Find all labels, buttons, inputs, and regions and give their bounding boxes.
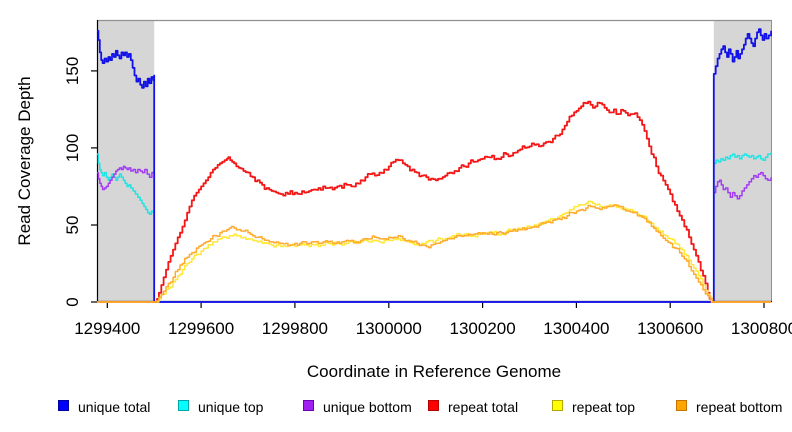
shaded-region <box>97 20 155 302</box>
legend-label: repeat top <box>572 398 636 415</box>
legend-swatch-icon <box>303 400 314 412</box>
legend-label: unique bottom <box>323 398 412 415</box>
legend-label: unique total <box>78 398 151 415</box>
x-tick-label: 1300400 <box>543 319 609 338</box>
plot-area: 1299400 1299600 1299800 1300000 1300200 13004… <box>63 19 792 338</box>
legend-swatch-icon <box>552 400 563 412</box>
x-tick-label: 1299400 <box>74 319 140 338</box>
x-tick-label: 1299600 <box>168 319 234 338</box>
legend-label: unique top <box>198 398 264 415</box>
y-axis-label: Read Coverage Depth <box>15 76 34 245</box>
legend-item-repeat-total: repeat total <box>428 398 518 416</box>
legend-swatch-icon <box>676 400 687 412</box>
legend: unique total unique top unique bottom repea… <box>0 398 792 422</box>
y-tick-label: 0 <box>63 297 82 306</box>
y-tick-label: 100 <box>63 134 82 162</box>
x-tick-label: 1300800 <box>731 319 792 338</box>
legend-item-repeat-top: repeat top <box>552 398 635 416</box>
coverage-chart: 1299400 1299600 1299800 1300000 1300200 13004… <box>15 19 792 381</box>
legend-label: repeat bottom <box>696 398 783 415</box>
legend-item-unique-total: unique total <box>58 398 150 416</box>
legend-item-unique-top: unique top <box>178 398 263 416</box>
x-axis-label: Coordinate in Reference Genome <box>307 362 561 381</box>
legend-swatch-icon <box>58 400 69 412</box>
y-tick-label: 150 <box>63 57 82 85</box>
legend-swatch-icon <box>428 400 439 412</box>
legend-swatch-icon <box>178 400 189 412</box>
series-line-repeat-top <box>97 200 772 303</box>
shaded-region <box>713 20 772 302</box>
x-tick-label: 1299800 <box>262 319 328 338</box>
series-line-repeat-bottom <box>97 204 772 303</box>
legend-item-repeat-bottom: repeat bottom <box>676 398 782 416</box>
x-tick-label: 1300600 <box>637 319 703 338</box>
series-line-unique-top <box>97 152 772 303</box>
legend-item-unique-bottom: unique bottom <box>303 398 412 416</box>
series-line-unique-bottom <box>97 165 772 303</box>
legend-label: repeat total <box>448 398 519 415</box>
y-tick-label: 50 <box>63 216 82 235</box>
series-line-unique-total <box>97 28 772 303</box>
x-tick-label: 1300200 <box>450 319 516 338</box>
x-tick-label: 1300000 <box>356 319 422 338</box>
series-line-repeat-total <box>97 100 772 303</box>
